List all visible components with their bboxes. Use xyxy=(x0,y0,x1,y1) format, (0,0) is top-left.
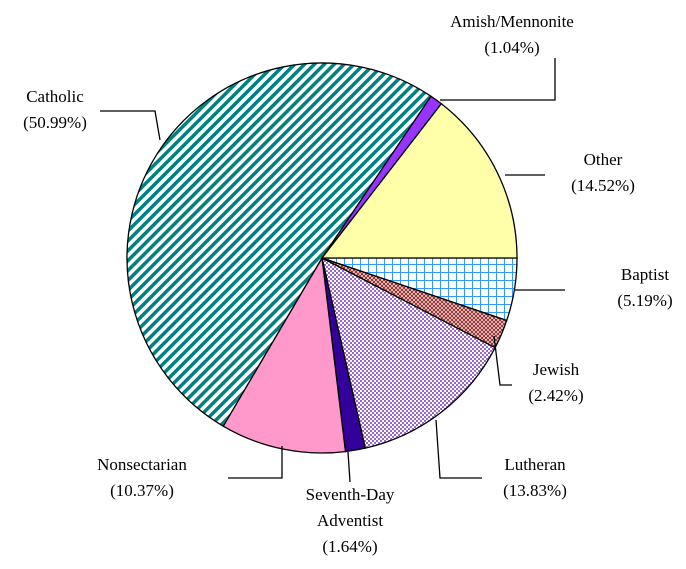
category-name: Jewish xyxy=(532,360,580,379)
slice-label: Amish/Mennonite (1.04%) xyxy=(422,9,602,61)
pie-slice xyxy=(126,62,432,428)
category-name: Amish/Mennonite xyxy=(450,12,574,31)
value-label: (2.42%) xyxy=(528,386,584,405)
category-name: Nonsectarian xyxy=(97,455,187,474)
value-label: (13.83%) xyxy=(503,481,567,500)
value-label: (10.37%) xyxy=(110,481,174,500)
value-label: (50.99%) xyxy=(23,113,87,132)
value-label: (14.52%) xyxy=(571,176,635,195)
pie-slice xyxy=(321,256,497,449)
pie-slice xyxy=(320,102,518,259)
slice-label: Seventh-Day Adventist (1.64%) xyxy=(280,482,420,560)
leader-line xyxy=(228,446,283,479)
slice-label: Jewish (2.42%) xyxy=(511,357,601,409)
value-label: (1.64%) xyxy=(322,537,378,556)
category-name: Catholic xyxy=(26,87,84,106)
category-name: Baptist xyxy=(620,265,670,284)
slice-label: Catholic (50.99%) xyxy=(5,84,105,136)
leader-line xyxy=(347,451,351,483)
category-name: Seventh-Day Adventist xyxy=(305,485,395,530)
leader-line xyxy=(493,335,512,386)
category-name: Lutheran xyxy=(504,455,566,474)
slice-label: Other (14.52%) xyxy=(558,147,648,199)
value-label: (1.04%) xyxy=(484,38,540,57)
leader-line xyxy=(100,110,161,141)
slice-label: Lutheran (13.83%) xyxy=(485,452,585,504)
leader-line xyxy=(440,58,556,101)
value-label: (5.19%) xyxy=(617,291,673,310)
category-name: Other xyxy=(583,150,623,169)
leader-line xyxy=(435,419,482,479)
slice-label: Nonsectarian (10.37%) xyxy=(72,452,212,504)
slice-label: Baptist (5.19%) xyxy=(600,262,686,314)
